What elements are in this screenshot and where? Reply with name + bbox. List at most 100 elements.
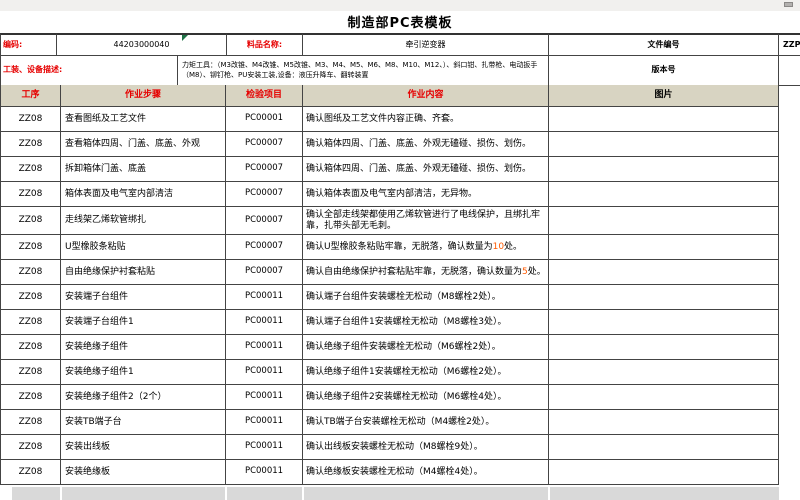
cell-content[interactable]: 确认全部走线架都使用乙烯软管进行了电线保护，且绑扎牢靠，扎带头部无毛刺。 [303, 207, 549, 235]
cell-content[interactable]: 确认自由绝缘保护衬套粘贴牢靠，无脱落，确认数量为5处。 [303, 260, 549, 285]
cell-picture[interactable] [549, 435, 779, 460]
cell-process[interactable]: ZZ08 [0, 132, 61, 157]
cell-inspection[interactable]: PC00011 [226, 460, 303, 485]
cell-step[interactable]: 自由绝缘保护衬套粘贴 [61, 260, 226, 285]
table-row: ZZ08 拆卸箱体门盖、底盖 PC00007 确认箱体四周、门盖、底盖、外观无磕… [0, 157, 779, 182]
doc-number-value-cell[interactable]: ZZPC [779, 33, 800, 56]
cell-inspection[interactable]: PC00007 [226, 157, 303, 182]
cell-inspection[interactable]: PC00011 [226, 435, 303, 460]
cell-step[interactable]: 安装绝缘子组件 [61, 335, 226, 360]
content-text: 确认出线板安装螺栓无松动（M8螺栓9处）。 [306, 441, 483, 452]
cell-content[interactable]: 确认出线板安装螺栓无松动（M8螺栓9处）。 [303, 435, 549, 460]
cell-process[interactable]: ZZ08 [0, 285, 61, 310]
cell-content[interactable]: 确认箱体表面及电气室内部清洁，无异物。 [303, 182, 549, 207]
cell-content[interactable]: 确认端子台组件1安装螺栓无松动（M8螺栓3处）。 [303, 310, 549, 335]
tooling-value-cell[interactable]: 力矩工具：（M3改锥、M4改锥、M5改锥、M3、M4、M5、M6、M8、M10、… [178, 55, 549, 86]
cell-inspection[interactable]: PC00007 [226, 235, 303, 260]
cell-picture[interactable] [549, 132, 779, 157]
content-text: 确认绝缘子组件1安装螺栓无松动（M6螺栓2处）。 [306, 366, 507, 377]
cell-content[interactable]: 确认端子台组件安装螺栓无松动（M8螺栓2处）。 [303, 285, 549, 310]
code-value-cell[interactable]: 44203000040 [57, 33, 227, 56]
cell-content[interactable]: 确认绝缘子组件1安装螺栓无松动（M6螺栓2处）。 [303, 360, 549, 385]
cell-content[interactable]: 确认箱体四周、门盖、底盖、外观无磕碰、损伤、划伤。 [303, 157, 549, 182]
cell-process[interactable]: ZZ08 [0, 157, 61, 182]
cell-step[interactable]: 安装端子台组件 [61, 285, 226, 310]
cell-content[interactable]: 确认绝缘板安装螺栓无松动（M4螺栓4处）。 [303, 460, 549, 485]
cell-process[interactable]: ZZ08 [0, 335, 61, 360]
content-text: 确认自由绝缘保护衬套粘贴牢靠，无脱落，确认数量为 [306, 266, 523, 277]
partial-next-row[interactable] [12, 487, 779, 500]
cell-inspection[interactable]: PC00011 [226, 410, 303, 435]
cell-process[interactable]: ZZ08 [0, 107, 61, 132]
cell-inspection[interactable]: PC00011 [226, 385, 303, 410]
cell-step[interactable]: 箱体表面及电气室内部清洁 [61, 182, 226, 207]
cell-picture[interactable] [549, 360, 779, 385]
cell-process[interactable]: ZZ08 [0, 182, 61, 207]
cell-step[interactable]: 安装绝缘子组件2（2个） [61, 385, 226, 410]
product-name-value-cell[interactable]: 牵引逆变器 [303, 33, 549, 56]
cell-step[interactable]: 安装出线板 [61, 435, 226, 460]
cell-inspection[interactable]: PC00011 [226, 360, 303, 385]
cell-step[interactable]: 安装绝缘板 [61, 460, 226, 485]
cell-picture[interactable] [549, 410, 779, 435]
cell-picture[interactable] [549, 157, 779, 182]
cell-process[interactable]: ZZ08 [0, 360, 61, 385]
cell-process[interactable]: ZZ08 [0, 235, 61, 260]
cell-step[interactable]: U型橡胶条粘贴 [61, 235, 226, 260]
cell-step[interactable]: 安装绝缘子组件1 [61, 360, 226, 385]
code-label: 编码: [0, 33, 57, 56]
window-top-band [0, 0, 800, 11]
cell-process[interactable]: ZZ08 [0, 260, 61, 285]
page-title: 制造部PC表模板 [347, 16, 453, 31]
cell-picture[interactable] [549, 260, 779, 285]
cell-inspection[interactable]: PC00011 [226, 310, 303, 335]
content-text: 确认全部走线架都使用乙烯软管进行了电线保护，且绑扎牢靠，扎带头部无毛刺。 [306, 210, 541, 231]
content-text: 确认端子台组件1安装螺栓无松动（M8螺栓3处）。 [306, 316, 507, 327]
cell-inspection[interactable]: PC00007 [226, 182, 303, 207]
cell-content[interactable]: 确认U型橡胶条粘贴牢靠，无脱落，确认数量为10处。 [303, 235, 549, 260]
cell-content[interactable]: 确认TB端子台安装螺栓无松动（M4螺栓2处）。 [303, 410, 549, 435]
cell-inspection[interactable]: PC00007 [226, 260, 303, 285]
cell-process[interactable]: ZZ08 [0, 310, 61, 335]
cell-picture[interactable] [549, 207, 779, 235]
cell-process[interactable]: ZZ08 [0, 207, 61, 235]
cell-step[interactable]: 安装TB端子台 [61, 410, 226, 435]
product-name-label: 料品名称: [227, 33, 303, 56]
header-content: 作业内容 [303, 85, 549, 107]
scroll-handle-icon[interactable] [784, 2, 793, 7]
cell-content[interactable]: 确认绝缘子组件安装螺栓无松动（M6螺栓2处）。 [303, 335, 549, 360]
cell-inspection[interactable]: PC00001 [226, 107, 303, 132]
cell-step[interactable]: 拆卸箱体门盖、底盖 [61, 157, 226, 182]
cell-inspection[interactable]: PC00011 [226, 335, 303, 360]
doc-number-label: 文件编号 [549, 33, 779, 56]
cell-inspection[interactable]: PC00011 [226, 285, 303, 310]
cell-picture[interactable] [549, 460, 779, 485]
cell-picture[interactable] [549, 385, 779, 410]
version-value-cell[interactable] [779, 55, 800, 86]
cell-step[interactable]: 查看箱体四周、门盖、底盖、外观 [61, 132, 226, 157]
table-row: ZZ08 安装端子台组件1 PC00011 确认端子台组件1安装螺栓无松动（M8… [0, 310, 779, 335]
cell-process[interactable]: ZZ08 [0, 410, 61, 435]
cell-step[interactable]: 走线架乙烯软管绑扎 [61, 207, 226, 235]
tooling-label: 工装、设备描述: [0, 55, 178, 86]
cell-inspection[interactable]: PC00007 [226, 132, 303, 157]
cell-picture[interactable] [549, 107, 779, 132]
content-text: 确认U型橡胶条粘贴牢靠，无脱落，确认数量为 [306, 241, 493, 252]
cell-picture[interactable] [549, 335, 779, 360]
table-row: ZZ08 走线架乙烯软管绑扎 PC00007 确认全部走线架都使用乙烯软管进行了… [0, 207, 779, 235]
cell-process[interactable]: ZZ08 [0, 460, 61, 485]
cell-inspection[interactable]: PC00007 [226, 207, 303, 235]
cell-picture[interactable] [549, 310, 779, 335]
cell-step[interactable]: 安装端子台组件1 [61, 310, 226, 335]
table-row: ZZ08 安装出线板 PC00011 确认出线板安装螺栓无松动（M8螺栓9处）。 [0, 435, 779, 460]
cell-content[interactable]: 确认箱体四周、门盖、底盖、外观无磕碰、损伤、划伤。 [303, 132, 549, 157]
cell-content[interactable]: 确认图纸及工艺文件内容正确、齐套。 [303, 107, 549, 132]
cell-picture[interactable] [549, 285, 779, 310]
cell-picture[interactable] [549, 235, 779, 260]
cell-content[interactable]: 确认绝缘子组件2安装螺栓无松动（M6螺栓4处）。 [303, 385, 549, 410]
cell-process[interactable]: ZZ08 [0, 385, 61, 410]
cell-step[interactable]: 查看图纸及工艺文件 [61, 107, 226, 132]
process-table: 工序 作业步骤 检验项目 作业内容 图片 ZZ08 查看图纸及工艺文件 PC00… [0, 85, 779, 485]
cell-picture[interactable] [549, 182, 779, 207]
cell-process[interactable]: ZZ08 [0, 435, 61, 460]
